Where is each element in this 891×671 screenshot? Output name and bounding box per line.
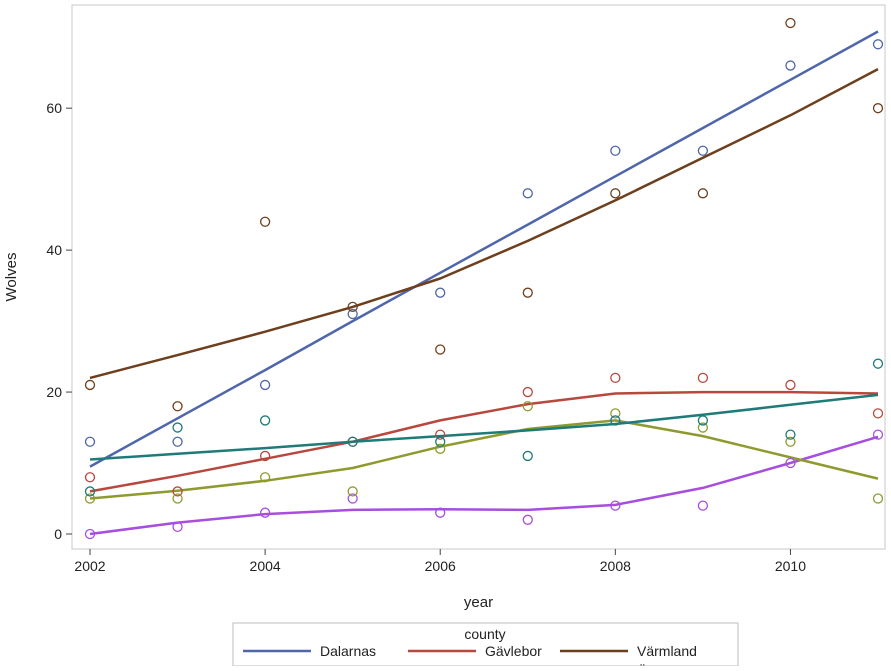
- data-point: [435, 344, 446, 355]
- y-tick-label: 0: [54, 526, 62, 542]
- legend-label: Gävlebor: [485, 643, 542, 659]
- data-point: [259, 216, 271, 227]
- data-point: [347, 493, 358, 504]
- legend-label: Dalarnas: [320, 643, 376, 659]
- data-point: [872, 429, 884, 440]
- data-point: [785, 429, 796, 440]
- data-point: [785, 457, 796, 469]
- data-point: [435, 287, 446, 298]
- data-point: [522, 287, 533, 298]
- y-axis-label: Wolves: [3, 253, 20, 302]
- data-point: [84, 379, 96, 391]
- data-point: [522, 401, 533, 412]
- data-point: [172, 422, 183, 433]
- data-point: [610, 372, 621, 384]
- data-point: [697, 188, 709, 199]
- data-point: [697, 415, 709, 426]
- data-point: [84, 528, 96, 540]
- data-point: [259, 507, 271, 518]
- legend-box: [232, 622, 739, 667]
- x-tick-label: 2006: [425, 558, 456, 574]
- data-point: [259, 415, 271, 426]
- data-point: [347, 486, 358, 497]
- data-point: [84, 436, 96, 447]
- fit-line-3: [89, 435, 879, 536]
- data-point: [610, 408, 621, 419]
- data-point: [84, 472, 96, 483]
- data-point: [872, 103, 884, 114]
- y-tick-label: 40: [46, 242, 62, 258]
- data-point: [172, 486, 183, 497]
- x-tick-label: 2004: [250, 558, 281, 574]
- data-point: [347, 436, 358, 447]
- data-point: [259, 379, 271, 391]
- data-point: [522, 450, 533, 462]
- x-axis-label: year: [464, 594, 493, 611]
- x-tick-label: 2010: [775, 558, 806, 574]
- data-point: [872, 493, 884, 504]
- data-point: [522, 188, 533, 199]
- data-point: [172, 521, 183, 533]
- data-point: [610, 500, 621, 511]
- data-point: [84, 486, 96, 497]
- data-point: [697, 145, 709, 156]
- data-point: [259, 472, 271, 483]
- fit-line-5: [89, 393, 879, 461]
- data-point: [435, 436, 446, 447]
- markers: [84, 17, 884, 540]
- fit-line-0: [89, 30, 879, 468]
- fit-line-4: [89, 419, 879, 500]
- x-tick-label: 2008: [600, 558, 631, 574]
- y-tick-label: 20: [46, 384, 62, 400]
- legend-title: county: [464, 626, 505, 642]
- data-point: [435, 429, 446, 440]
- data-point: [610, 415, 621, 426]
- data-point: [172, 436, 183, 447]
- data-point: [697, 500, 709, 511]
- data-point: [697, 372, 709, 384]
- fit-line-2: [89, 67, 879, 380]
- legend-label: Örebrolä: [637, 662, 692, 666]
- data-point: [435, 507, 446, 518]
- data-point: [785, 379, 796, 391]
- fit-lines: [89, 30, 879, 536]
- plot-frame: [71, 4, 886, 550]
- data-point: [785, 17, 796, 29]
- data-point: [347, 308, 358, 320]
- data-point: [785, 436, 796, 447]
- fit-line-1: [89, 390, 879, 493]
- data-point: [347, 301, 358, 313]
- data-point: [84, 493, 96, 504]
- data-point: [610, 188, 621, 199]
- data-point: [435, 443, 446, 454]
- data-point: [172, 493, 183, 504]
- data-point: [172, 401, 183, 412]
- data-point: [522, 386, 533, 398]
- data-point: [522, 514, 533, 525]
- data-point: [872, 408, 884, 419]
- data-point: [872, 358, 884, 369]
- data-point: [785, 60, 796, 71]
- axes: 2002 2004 2006 2008 2010 0 20 40 60: [46, 100, 806, 574]
- data-point: [872, 39, 884, 50]
- data-point: [610, 145, 621, 156]
- legend: county DalarnasGävleborVärmlandVästmanlV…: [232, 622, 739, 671]
- legend-label: Värmland: [637, 643, 697, 659]
- x-tick-label: 2002: [74, 558, 105, 574]
- y-tick-label: 60: [46, 100, 62, 116]
- data-point: [259, 450, 271, 462]
- data-point: [697, 422, 709, 433]
